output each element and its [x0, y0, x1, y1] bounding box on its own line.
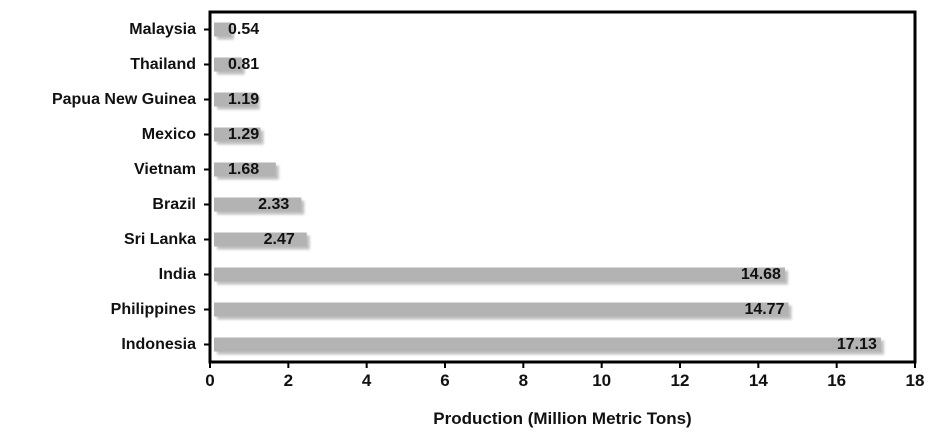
plot-frame: [208, 10, 917, 364]
data-label: 17.13: [837, 336, 877, 353]
data-label: 2.47: [264, 231, 295, 248]
category-label: Thailand: [130, 56, 196, 73]
bar-sri-lanka: [214, 232, 307, 247]
category-label: Indonesia: [121, 336, 196, 353]
bar-india: [214, 267, 785, 282]
data-label: 14.77: [744, 301, 784, 318]
x-tick-label: 8: [519, 371, 528, 390]
x-tick-label: 0: [205, 371, 214, 390]
bar-mexico: [214, 127, 261, 142]
x-axis-title: Production (Million Metric Tons): [433, 409, 691, 428]
bar-vietnam: [214, 162, 276, 177]
bar-malaysia: [214, 22, 232, 37]
bar-papua-new-guinea: [214, 92, 257, 107]
data-label: 0.81: [228, 56, 259, 73]
data-label: 2.33: [258, 196, 289, 213]
category-label: Philippines: [111, 301, 196, 318]
x-tick-label: 12: [671, 371, 690, 390]
bar-thailand: [214, 57, 242, 72]
axis-layer: Malaysia Thailand Papua New Guinea Mexico Vi…: [52, 21, 925, 390]
category-label: Sri Lanka: [124, 231, 196, 248]
bars-layer: [214, 22, 884, 355]
category-label: Malaysia: [129, 21, 196, 38]
x-tick-label: 18: [906, 371, 925, 390]
category-label: Mexico: [142, 126, 196, 143]
category-label: Papua New Guinea: [52, 91, 196, 108]
category-label: Brazil: [152, 196, 196, 213]
bar-indonesia: [214, 337, 881, 352]
data-label: 1.29: [228, 126, 259, 143]
data-label: 14.68: [741, 266, 781, 283]
x-tick-label: 2: [284, 371, 293, 390]
x-tick-label: 14: [749, 371, 768, 390]
x-tick-label: 6: [440, 371, 449, 390]
data-label: 0.54: [228, 21, 259, 38]
x-tick-label: 4: [362, 371, 372, 390]
bar-philippines: [214, 302, 789, 317]
category-label: India: [159, 266, 196, 283]
x-tick-label: 16: [827, 371, 846, 390]
data-labels-layer: 0.54 0.81 1.19 1.29 1.68 2.33 2.47 14.68 14.77 17…: [228, 21, 877, 353]
bar-brazil: [214, 197, 302, 212]
x-tick-label: 10: [592, 371, 611, 390]
data-label: 1.68: [228, 161, 259, 178]
data-label: 1.19: [228, 91, 259, 108]
category-label: Vietnam: [134, 161, 196, 178]
